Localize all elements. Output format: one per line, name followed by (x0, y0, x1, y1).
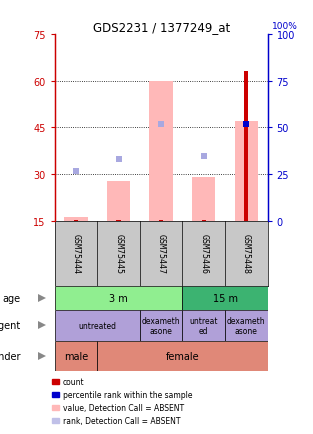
Text: female: female (166, 351, 199, 361)
Bar (74, 220, 78, 222)
Text: GSM75445: GSM75445 (114, 234, 123, 274)
Bar (225, 310, 268, 341)
Text: 15 m: 15 m (213, 293, 238, 303)
Bar (150, 82, 173, 222)
Text: 100%: 100% (272, 22, 298, 31)
Text: GSM75444: GSM75444 (72, 234, 80, 274)
Text: dexameth
asone: dexameth asone (142, 316, 181, 335)
Bar (55, 310, 140, 341)
Bar (55, 341, 97, 371)
Text: 3 m: 3 m (109, 293, 128, 303)
Text: untreat
ed: untreat ed (189, 316, 218, 335)
Bar (140, 310, 182, 341)
Text: count: count (63, 377, 84, 386)
Bar (192, 178, 215, 222)
Text: gender: gender (0, 351, 21, 361)
Bar (159, 220, 163, 222)
Text: value, Detection Call = ABSENT: value, Detection Call = ABSENT (63, 403, 184, 412)
Text: percentile rank within the sample: percentile rank within the sample (63, 390, 192, 399)
Text: age: age (3, 293, 21, 303)
Text: rank, Detection Call = ABSENT: rank, Detection Call = ABSENT (63, 416, 180, 425)
Text: untreated: untreated (78, 321, 116, 330)
Text: GSM75447: GSM75447 (157, 234, 166, 274)
Text: dexameth
asone: dexameth asone (227, 316, 266, 335)
Bar (182, 286, 268, 310)
Text: male: male (64, 351, 88, 361)
Bar (64, 217, 88, 222)
Bar (107, 181, 130, 222)
Bar (116, 220, 121, 222)
Bar (202, 220, 206, 222)
Bar (244, 72, 249, 222)
Bar (55, 286, 182, 310)
Bar (235, 122, 258, 222)
Bar (97, 341, 268, 371)
Text: agent: agent (0, 321, 21, 331)
Text: GSM75446: GSM75446 (199, 234, 208, 274)
Title: GDS2231 / 1377249_at: GDS2231 / 1377249_at (93, 20, 230, 33)
Text: GSM75448: GSM75448 (242, 234, 251, 274)
Bar (182, 310, 225, 341)
